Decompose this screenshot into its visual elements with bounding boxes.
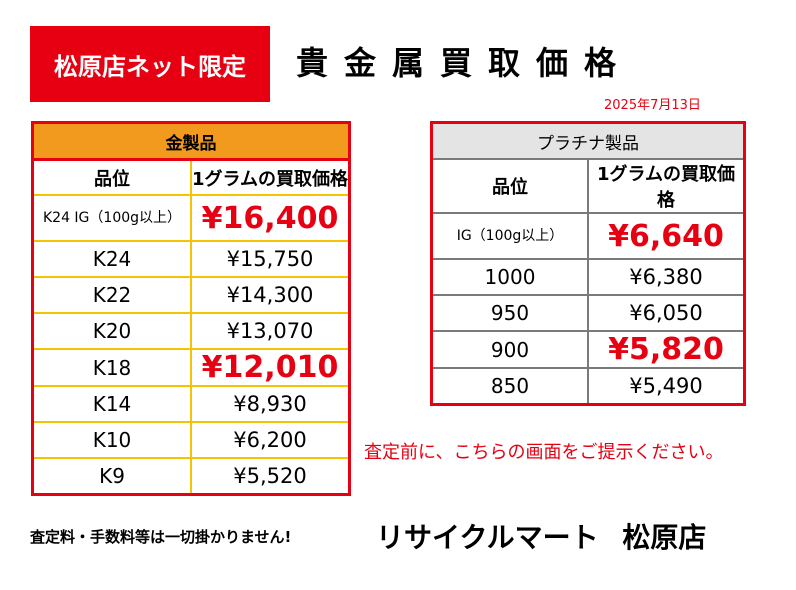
gold-price-header: 1グラムの買取価格 bbox=[190, 158, 351, 196]
gold-grade-cell: K9 bbox=[31, 457, 192, 496]
table-row: K10 ¥6,200 bbox=[31, 421, 351, 459]
gold-grade-cell: K24 bbox=[31, 240, 192, 278]
store-name: リサイクルマート 松原店 bbox=[376, 521, 707, 554]
platinum-grade-cell: 1000 bbox=[430, 258, 589, 296]
platinum-price-cell: ¥5,820 bbox=[587, 330, 746, 369]
gold-price-cell: ¥6,200 bbox=[190, 421, 351, 459]
gold-grade-cell: K14 bbox=[31, 385, 192, 423]
gold-price-cell: ¥5,520 bbox=[190, 457, 351, 496]
table-row: K24 ¥15,750 bbox=[31, 240, 351, 278]
platinum-price-header: 1グラムの買取価格 bbox=[587, 158, 746, 214]
present-screen-notice: 査定前に、こちらの画面をご提示ください。 bbox=[364, 442, 724, 463]
platinum-grade-cell: IG（100g以上） bbox=[430, 212, 589, 260]
table-row: K24 IG（100g以上） ¥16,400 bbox=[31, 194, 351, 242]
gold-table-caption: 金製品 bbox=[31, 121, 351, 161]
gold-grade-header: 品位 bbox=[31, 158, 192, 196]
table-row: 850 ¥5,490 bbox=[430, 367, 746, 406]
platinum-grade-header: 品位 bbox=[430, 158, 589, 214]
table-row: K9 ¥5,520 bbox=[31, 457, 351, 496]
table-row: IG（100g以上） ¥6,640 bbox=[430, 212, 746, 260]
gold-price-cell: ¥14,300 bbox=[190, 276, 351, 314]
gold-grade-cell: K22 bbox=[31, 276, 192, 314]
platinum-price-cell: ¥6,380 bbox=[587, 258, 746, 296]
table-row: 950 ¥6,050 bbox=[430, 294, 746, 332]
no-fee-note: 査定料・手数料等は一切掛かりません! bbox=[30, 528, 292, 546]
gold-price-cell: ¥12,010 bbox=[190, 348, 351, 387]
table-row: K18 ¥12,010 bbox=[31, 348, 351, 387]
gold-price-cell: ¥8,930 bbox=[190, 385, 351, 423]
platinum-price-table: プラチナ製品 品位 1グラムの買取価格 IG（100g以上） ¥6,640 10… bbox=[430, 121, 746, 406]
table-row: 1000 ¥6,380 bbox=[430, 258, 746, 296]
gold-grade-cell: K20 bbox=[31, 312, 192, 350]
platinum-grade-cell: 900 bbox=[430, 330, 589, 369]
platinum-price-cell: ¥5,490 bbox=[587, 367, 746, 406]
platinum-grade-cell: 950 bbox=[430, 294, 589, 332]
page-title: 貴金属買取価格 bbox=[296, 44, 633, 82]
gold-price-cell: ¥13,070 bbox=[190, 312, 351, 350]
platinum-price-cell: ¥6,050 bbox=[587, 294, 746, 332]
table-row: K20 ¥13,070 bbox=[31, 312, 351, 350]
gold-grade-cell: K24 IG（100g以上） bbox=[31, 194, 192, 242]
gold-price-cell: ¥15,750 bbox=[190, 240, 351, 278]
table-row: K14 ¥8,930 bbox=[31, 385, 351, 423]
platinum-grade-cell: 850 bbox=[430, 367, 589, 406]
platinum-table-caption: プラチナ製品 bbox=[430, 121, 746, 160]
store-badge: 松原店ネット限定 bbox=[30, 26, 270, 102]
gold-grade-cell: K10 bbox=[31, 421, 192, 459]
price-date: 2025年7月13日 bbox=[604, 98, 701, 113]
gold-price-cell: ¥16,400 bbox=[190, 194, 351, 242]
platinum-price-cell: ¥6,640 bbox=[587, 212, 746, 260]
gold-price-table: 金製品 品位 1グラムの買取価格 K24 IG（100g以上） ¥16,400 … bbox=[31, 121, 351, 496]
table-row: 900 ¥5,820 bbox=[430, 330, 746, 369]
gold-grade-cell: K18 bbox=[31, 348, 192, 387]
table-row: K22 ¥14,300 bbox=[31, 276, 351, 314]
